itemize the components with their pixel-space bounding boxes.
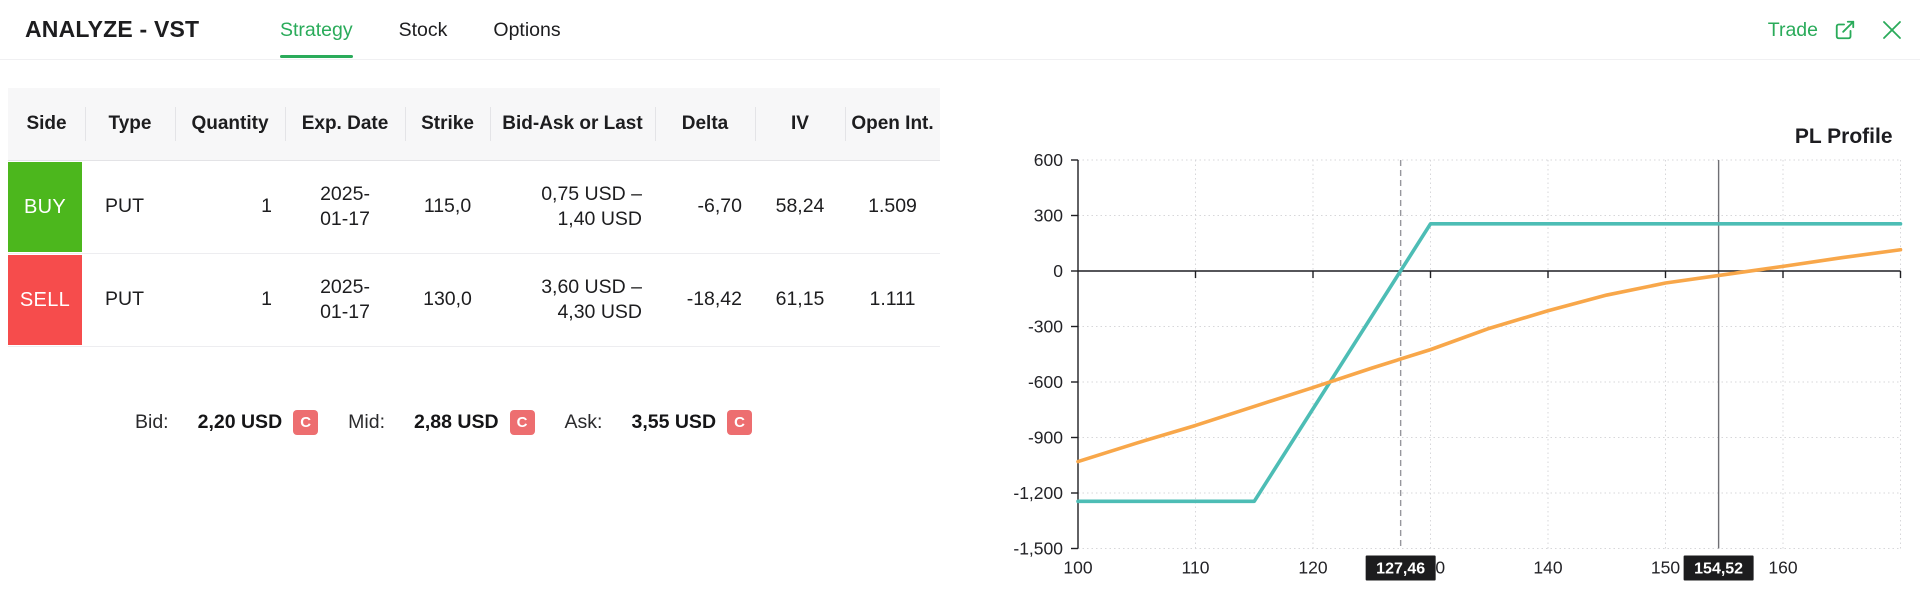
col-header-strike: Strike	[405, 88, 490, 160]
currency-badge: C	[509, 409, 535, 435]
mid-label: Mid:	[348, 410, 385, 433]
strike-cell: 115,0	[423, 195, 472, 218]
strike-cell: 130,0	[423, 288, 472, 311]
quote-summary: Bid: 2,20 USD C Mid: 2,88 USD C Ask: 3,5…	[135, 398, 753, 446]
y-axis-label: -600	[1028, 372, 1063, 392]
current-price-badge	[1683, 555, 1754, 581]
col-header-bid-ask: Bid-Ask or Last	[490, 88, 655, 160]
table-row[interactable]: BUY PUT 1 2025- 01-17 115,0 0,75 USD –1,4…	[8, 161, 940, 254]
chart-title: PL Profile	[1795, 125, 1893, 148]
exp-date-cell: 2025- 01-17	[320, 275, 370, 323]
tab-strategy[interactable]: Strategy	[280, 0, 353, 60]
series-expiration-payoff	[1076, 222, 1903, 504]
currency-badge: C	[727, 409, 753, 435]
positions-table: Side Type Quantity Exp. Date Strike Bid-…	[8, 88, 940, 347]
quantity-cell: 1	[261, 195, 272, 218]
bid-value: 2,20 USD	[197, 410, 283, 433]
ask-label: Ask:	[564, 410, 603, 433]
table-header-row: Side Type Quantity Exp. Date Strike Bid-…	[8, 88, 940, 161]
y-axis-label: -1,200	[1013, 483, 1063, 503]
x-axis-label: 160	[1768, 558, 1797, 578]
marker-badge-label: 154,52	[1694, 561, 1743, 578]
col-header-quantity: Quantity	[175, 88, 285, 160]
page-title: ANALYZE - VST	[25, 16, 200, 42]
tab-bar: Strategy Stock Options	[280, 0, 561, 60]
trade-link-label: Trade	[1767, 18, 1818, 41]
x-axis-label: 100	[1063, 558, 1092, 578]
y-axis-label: 600	[1034, 150, 1063, 170]
sell-badge: SELL	[8, 255, 82, 345]
quantity-cell: 1	[261, 288, 272, 311]
delta-cell: -18,42	[686, 288, 742, 311]
breakeven-badge	[1365, 555, 1436, 581]
col-header-type: Type	[85, 88, 175, 160]
type-cell: PUT	[105, 195, 144, 218]
currency-badge: C	[293, 409, 319, 435]
side-cell: SELL	[8, 254, 85, 346]
col-header-iv: IV	[755, 88, 845, 160]
col-header-delta: Delta	[655, 88, 755, 160]
y-axis-label: -900	[1028, 428, 1063, 448]
type-cell: PUT	[105, 288, 144, 311]
side-cell: BUY	[8, 161, 85, 253]
y-axis-label: -1,500	[1013, 539, 1063, 559]
y-axis-label: 300	[1034, 206, 1063, 226]
tab-options[interactable]: Options	[493, 18, 561, 41]
bid-ask-cell: 0,75 USD –1,40 USD	[541, 182, 642, 230]
open-int-cell: 1.111	[869, 288, 916, 311]
iv-cell: 61,15	[775, 288, 825, 311]
header-actions: Trade	[1768, 0, 1904, 60]
bid-quote: Bid: 2,20 USD C	[135, 409, 319, 435]
bid-label: Bid:	[135, 410, 169, 433]
exp-date-cell: 2025- 01-17	[320, 182, 370, 230]
table-row[interactable]: SELL PUT 1 2025- 01-17 130,0 3,60 USD –4,…	[8, 254, 940, 347]
open-int-cell: 1.509	[868, 195, 917, 218]
close-icon[interactable]	[1880, 18, 1904, 42]
col-header-open-int: Open Int.	[845, 88, 940, 160]
x-axis-label: 120	[1298, 558, 1327, 578]
panel-header: ANALYZE - VST Strategy Stock Options Tra…	[0, 0, 1920, 60]
iv-cell: 58,24	[775, 195, 825, 218]
tab-stock[interactable]: Stock	[398, 18, 448, 41]
col-header-side: Side	[26, 113, 67, 135]
y-axis-label: -300	[1028, 317, 1063, 337]
y-axis-label: 0	[1053, 261, 1063, 281]
marker-badge-label: 127,46	[1376, 561, 1425, 578]
trade-link[interactable]: Trade	[1768, 19, 1856, 42]
col-header-exp-date: Exp. Date	[285, 88, 405, 160]
delta-cell: -6,70	[697, 195, 742, 218]
buy-badge: BUY	[8, 162, 82, 252]
mid-quote: Mid: 2,88 USD C	[348, 409, 535, 435]
x-axis-label: 150	[1651, 558, 1680, 578]
x-axis-label: 110	[1182, 558, 1210, 578]
mid-value: 2,88 USD	[414, 410, 499, 433]
ask-value: 3,55 USD	[631, 410, 717, 433]
ask-quote: Ask: 3,55 USD C	[564, 409, 753, 435]
x-axis-label: 140	[1533, 558, 1562, 578]
series-current-pl	[1076, 247, 1903, 464]
bid-ask-cell: 3,60 USD –4,30 USD	[541, 275, 642, 323]
external-link-icon[interactable]	[1834, 19, 1856, 41]
